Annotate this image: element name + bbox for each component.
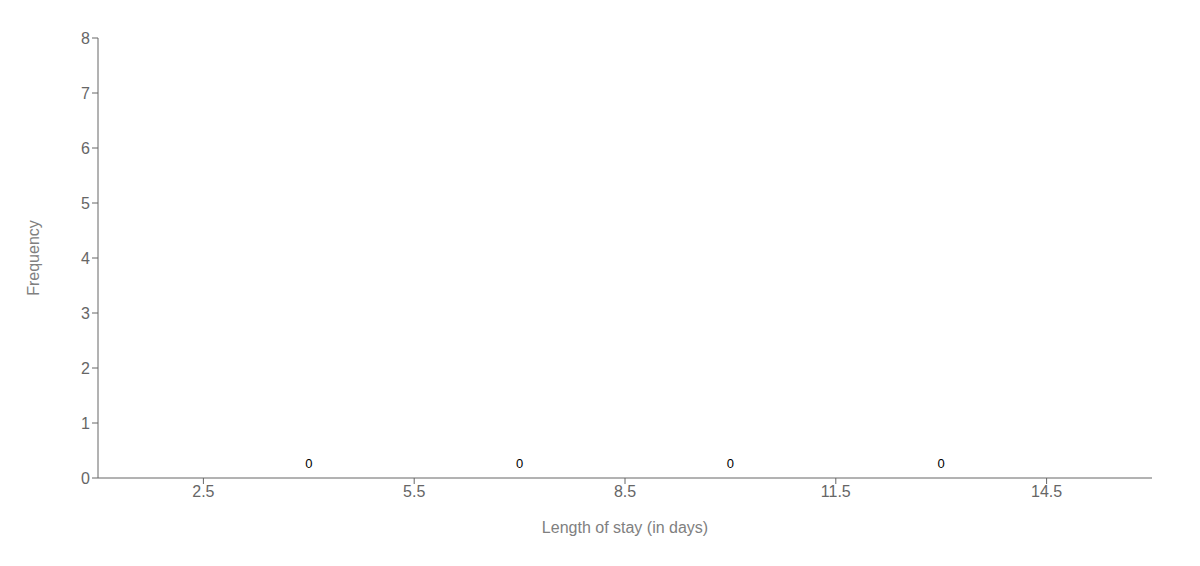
svg-text:5.5: 5.5 (403, 483, 425, 500)
svg-text:0: 0 (305, 456, 312, 471)
svg-text:4: 4 (81, 250, 90, 267)
svg-text:8: 8 (81, 30, 90, 47)
svg-text:0: 0 (516, 456, 523, 471)
svg-text:Length of stay (in days): Length of stay (in days) (542, 519, 708, 536)
svg-text:0: 0 (81, 470, 90, 487)
svg-text:3: 3 (81, 305, 90, 322)
svg-text:6: 6 (81, 140, 90, 157)
svg-text:14.5: 14.5 (1031, 483, 1062, 500)
svg-text:8.5: 8.5 (614, 483, 636, 500)
svg-text:0: 0 (938, 456, 945, 471)
svg-text:2: 2 (81, 360, 90, 377)
svg-text:11.5: 11.5 (821, 483, 851, 500)
svg-text:Frequency: Frequency (25, 220, 42, 296)
svg-text:5: 5 (81, 195, 90, 212)
svg-text:1: 1 (81, 415, 90, 432)
svg-text:0: 0 (727, 456, 734, 471)
svg-text:2.5: 2.5 (192, 483, 214, 500)
svg-text:7: 7 (81, 85, 90, 102)
